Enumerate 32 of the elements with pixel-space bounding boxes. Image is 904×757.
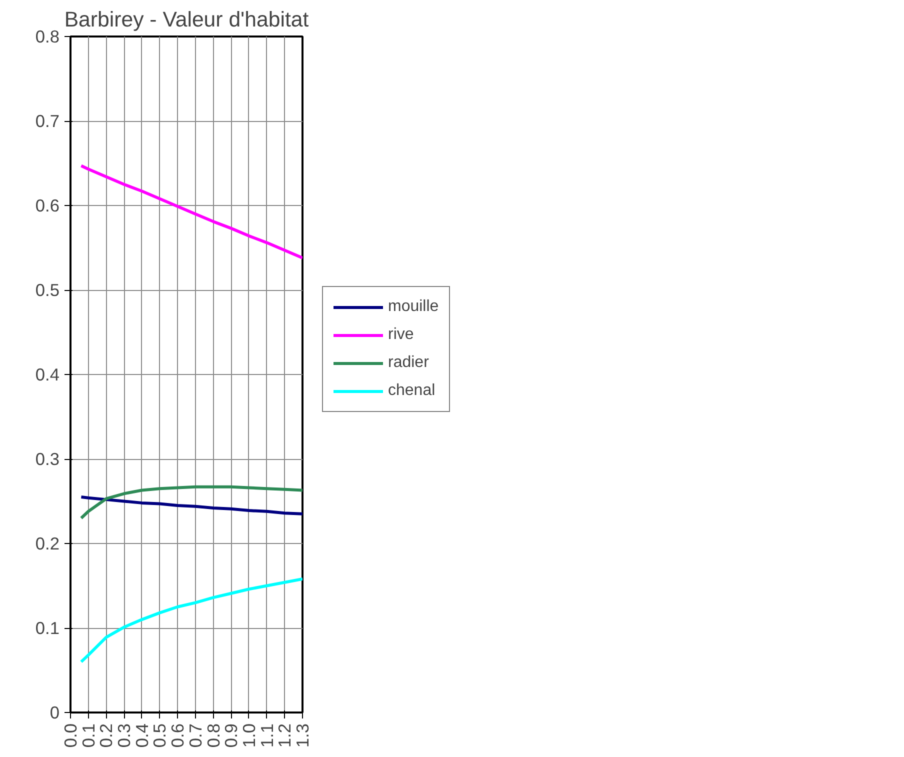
- chart-title: Barbirey - Valeur d'habitat: [64, 8, 309, 32]
- y-tick-label: 0.5: [35, 280, 60, 300]
- x-tick-label: 0.7: [185, 723, 206, 748]
- x-tick-label: 0.2: [96, 723, 116, 748]
- x-tick-label: 1.2: [274, 723, 295, 748]
- y-tick-label: 0.4: [35, 364, 60, 384]
- legend-label: rive: [388, 326, 414, 344]
- x-tick-label: 0.8: [203, 723, 224, 748]
- line-series: [80, 577, 302, 664]
- y-tick-label: 0.6: [35, 196, 60, 216]
- x-tick-label: 1.0: [238, 723, 259, 748]
- x-tick-label: 1.3: [292, 723, 312, 748]
- legend-label: chenal: [388, 382, 436, 400]
- x-tick-label: 0.5: [150, 723, 170, 748]
- x-tick-label: 0.0: [60, 723, 80, 748]
- x-tick-label: 0.9: [221, 723, 242, 748]
- x-tick-label: 0.3: [114, 723, 134, 748]
- y-tick-label: 0.7: [35, 111, 60, 131]
- legend-label: mouille: [388, 298, 439, 316]
- y-tick-label: 0.1: [35, 618, 60, 638]
- line-series: [80, 496, 302, 516]
- x-tick-label: 0.6: [168, 723, 188, 748]
- y-tick-label: 0.2: [35, 534, 60, 554]
- y-tick-label: 0.8: [35, 26, 60, 46]
- x-tick-label: 1.1: [256, 723, 277, 748]
- y-tick-label: 0: [50, 702, 60, 722]
- line-series: [80, 485, 302, 520]
- y-tick-label: 0.3: [35, 449, 60, 469]
- x-tick-label: 0.4: [132, 723, 152, 748]
- x-tick-label: 0.1: [78, 723, 98, 748]
- legend-label: radier: [388, 354, 429, 372]
- line-series: [80, 164, 302, 260]
